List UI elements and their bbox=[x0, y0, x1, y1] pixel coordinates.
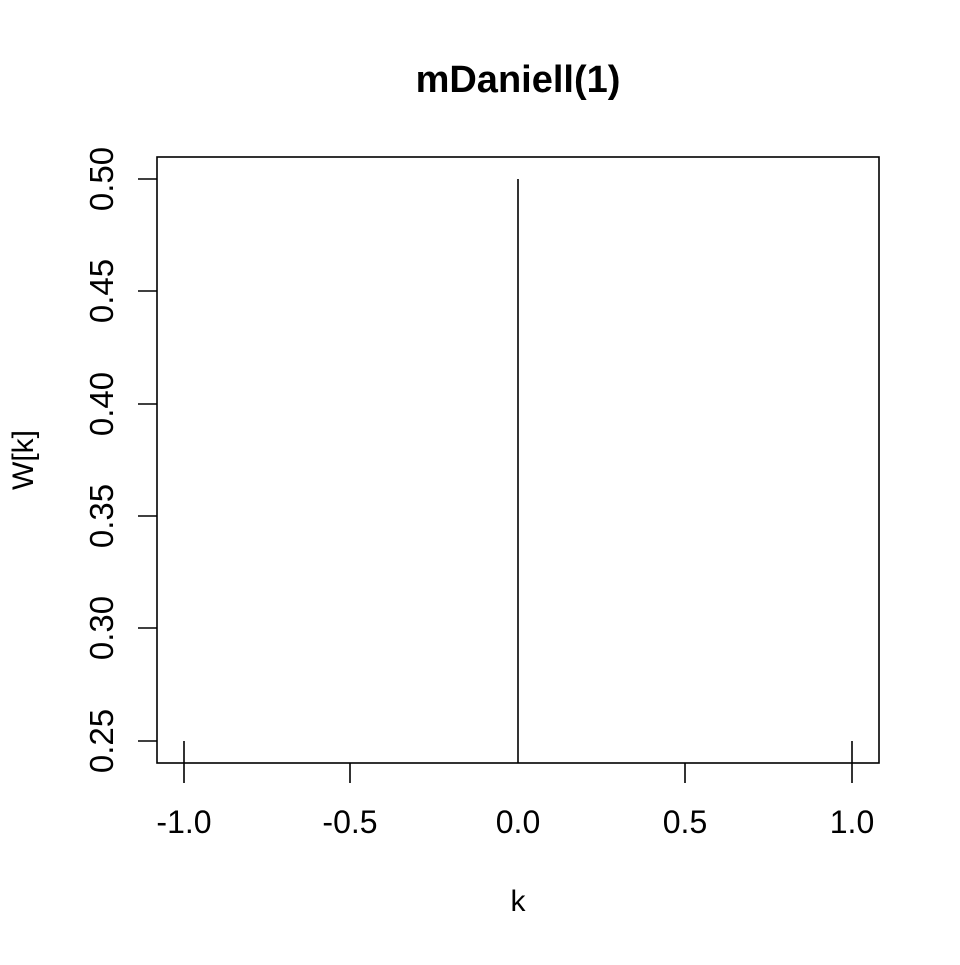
svg-text:0.5: 0.5 bbox=[663, 804, 707, 840]
svg-text:0.50: 0.50 bbox=[83, 147, 120, 211]
svg-text:-0.5: -0.5 bbox=[322, 804, 377, 840]
svg-text:0.25: 0.25 bbox=[83, 709, 120, 773]
svg-text:-1.0: -1.0 bbox=[156, 804, 211, 840]
svg-text:0.45: 0.45 bbox=[83, 259, 120, 323]
svg-text:0.0: 0.0 bbox=[496, 804, 540, 840]
svg-text:k: k bbox=[511, 885, 527, 918]
svg-text:1.0: 1.0 bbox=[830, 804, 874, 840]
svg-text:0.30: 0.30 bbox=[83, 596, 120, 660]
svg-text:W[k]: W[k] bbox=[7, 430, 40, 490]
svg-text:mDaniell(1): mDaniell(1) bbox=[416, 59, 621, 101]
svg-text:0.35: 0.35 bbox=[83, 484, 120, 548]
svg-text:0.40: 0.40 bbox=[83, 372, 120, 436]
